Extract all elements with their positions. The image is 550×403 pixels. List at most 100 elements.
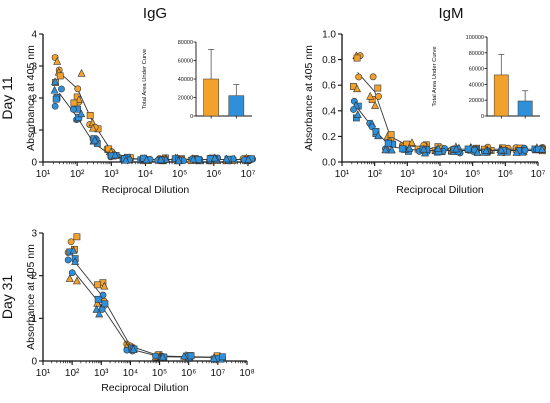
y-tick-label: 0.0 bbox=[322, 158, 336, 169]
data-point bbox=[180, 351, 189, 360]
inset-y-axis-label: Total Area Under Curve bbox=[432, 46, 438, 106]
inset-y-tick-label: 80000 bbox=[178, 40, 193, 46]
x-tick-label: 10⁶ bbox=[206, 169, 221, 180]
x-tick-label: 10¹ bbox=[36, 368, 51, 379]
data-point bbox=[381, 145, 390, 154]
data-point bbox=[387, 131, 395, 138]
data-point bbox=[65, 274, 74, 282]
x-tick-label: 10⁴ bbox=[432, 169, 447, 180]
data-point bbox=[69, 105, 77, 113]
data-point bbox=[210, 153, 219, 162]
data-point bbox=[52, 95, 60, 103]
data-point bbox=[452, 144, 461, 153]
data-point bbox=[86, 111, 94, 119]
y-tick-label: 0.6 bbox=[322, 81, 336, 92]
data-point bbox=[58, 85, 65, 93]
inset-bar-orange bbox=[203, 78, 219, 117]
data-point bbox=[372, 128, 380, 135]
data-point bbox=[158, 352, 167, 361]
x-tick-label: 10² bbox=[65, 368, 80, 379]
y-tick-label: 1 bbox=[31, 126, 37, 137]
data-point bbox=[353, 84, 361, 93]
data-point bbox=[512, 148, 521, 156]
data-point bbox=[482, 146, 491, 154]
inset-bar-blue bbox=[228, 95, 245, 117]
panel-title: IgG bbox=[143, 5, 167, 22]
data-point bbox=[353, 110, 362, 118]
x-tick-label: 10⁷ bbox=[531, 169, 546, 180]
data-point bbox=[129, 345, 138, 353]
data-point bbox=[405, 143, 414, 152]
data-point bbox=[407, 138, 416, 147]
data-point bbox=[366, 91, 375, 100]
data-point bbox=[53, 56, 62, 65]
data-point bbox=[94, 281, 101, 289]
y-tick-label: 0.8 bbox=[322, 55, 336, 66]
data-point bbox=[350, 106, 357, 113]
data-point bbox=[74, 85, 82, 93]
inset-y-tick-label: 40000 bbox=[178, 77, 193, 83]
series-blue bbox=[64, 246, 227, 363]
y-tick-label: 0 bbox=[31, 158, 37, 169]
data-point bbox=[77, 109, 86, 118]
data-point bbox=[100, 281, 109, 290]
inset-y-tick-label: 100000 bbox=[466, 35, 484, 41]
x-axis-label: Reciprocal Dilution bbox=[396, 184, 484, 196]
x-tick-label: 10³ bbox=[94, 368, 109, 379]
x-tick-label: 10² bbox=[70, 169, 85, 180]
inset-y-tick-label: 20000 bbox=[469, 98, 484, 104]
x-tick-label: 10⁶ bbox=[181, 368, 196, 379]
y-axis-label: Absorbance at 405 nm bbox=[303, 45, 315, 151]
x-tick-label: 10⁵ bbox=[172, 169, 187, 180]
data-point bbox=[353, 54, 361, 62]
data-point bbox=[88, 123, 97, 132]
data-point bbox=[434, 143, 443, 152]
y-tick-label: 0.4 bbox=[322, 106, 336, 117]
x-axis-label: Reciprocal Dilution bbox=[102, 184, 190, 196]
panel-igg-day31: Day 31 0 1 2 3 10¹ 10² 10³ 10⁴ 10⁵ 10⁶ 10⁷ 10⁸ Recipr… bbox=[0, 229, 255, 395]
inset-bar-blue bbox=[517, 100, 533, 117]
x-tick-label: 10¹ bbox=[36, 169, 51, 180]
x-tick-label: 10⁵ bbox=[465, 169, 480, 180]
series-orange bbox=[350, 51, 547, 156]
inset-y-tick-label: 80000 bbox=[469, 51, 484, 57]
data-point bbox=[374, 84, 382, 92]
data-point bbox=[521, 146, 529, 154]
data-point bbox=[189, 154, 198, 163]
data-point bbox=[51, 102, 59, 110]
x-tick-label: 10² bbox=[367, 169, 382, 180]
data-point bbox=[174, 156, 183, 165]
row-label: Day 11 bbox=[0, 76, 15, 120]
y-tick-label: 1 bbox=[31, 314, 37, 325]
x-tick-label: 10¹ bbox=[335, 169, 350, 180]
inset-y-tick-label: 0 bbox=[481, 114, 484, 120]
x-tick-label: 10⁸ bbox=[239, 368, 254, 379]
inset-y-tick-label: 60000 bbox=[178, 59, 193, 65]
data-point bbox=[73, 233, 81, 241]
data-point bbox=[51, 77, 60, 86]
data-point bbox=[90, 135, 99, 144]
inset-y-axis-label: Total Area Under Curve bbox=[142, 49, 148, 109]
y-tick-label: 2 bbox=[31, 271, 37, 282]
row-label: Day 31 bbox=[0, 275, 15, 320]
data-point bbox=[68, 269, 76, 277]
data-point bbox=[209, 353, 218, 362]
data-point bbox=[538, 145, 547, 153]
data-point bbox=[121, 155, 130, 164]
data-point bbox=[473, 148, 482, 156]
y-tick-label: 0.2 bbox=[322, 132, 336, 143]
series-line bbox=[71, 269, 218, 359]
inset-bar-orange bbox=[493, 74, 509, 117]
data-point bbox=[72, 276, 81, 285]
data-point bbox=[142, 155, 151, 164]
data-point bbox=[70, 99, 78, 107]
inset-y-tick-label: 40000 bbox=[469, 82, 484, 88]
data-point bbox=[152, 352, 159, 360]
data-point bbox=[156, 155, 165, 163]
x-tick-label: 10³ bbox=[104, 169, 119, 180]
inset-y-tick-label: 0 bbox=[190, 114, 193, 120]
data-point bbox=[419, 144, 428, 153]
y-tick-label: 3 bbox=[31, 229, 37, 240]
data-point bbox=[50, 85, 59, 94]
